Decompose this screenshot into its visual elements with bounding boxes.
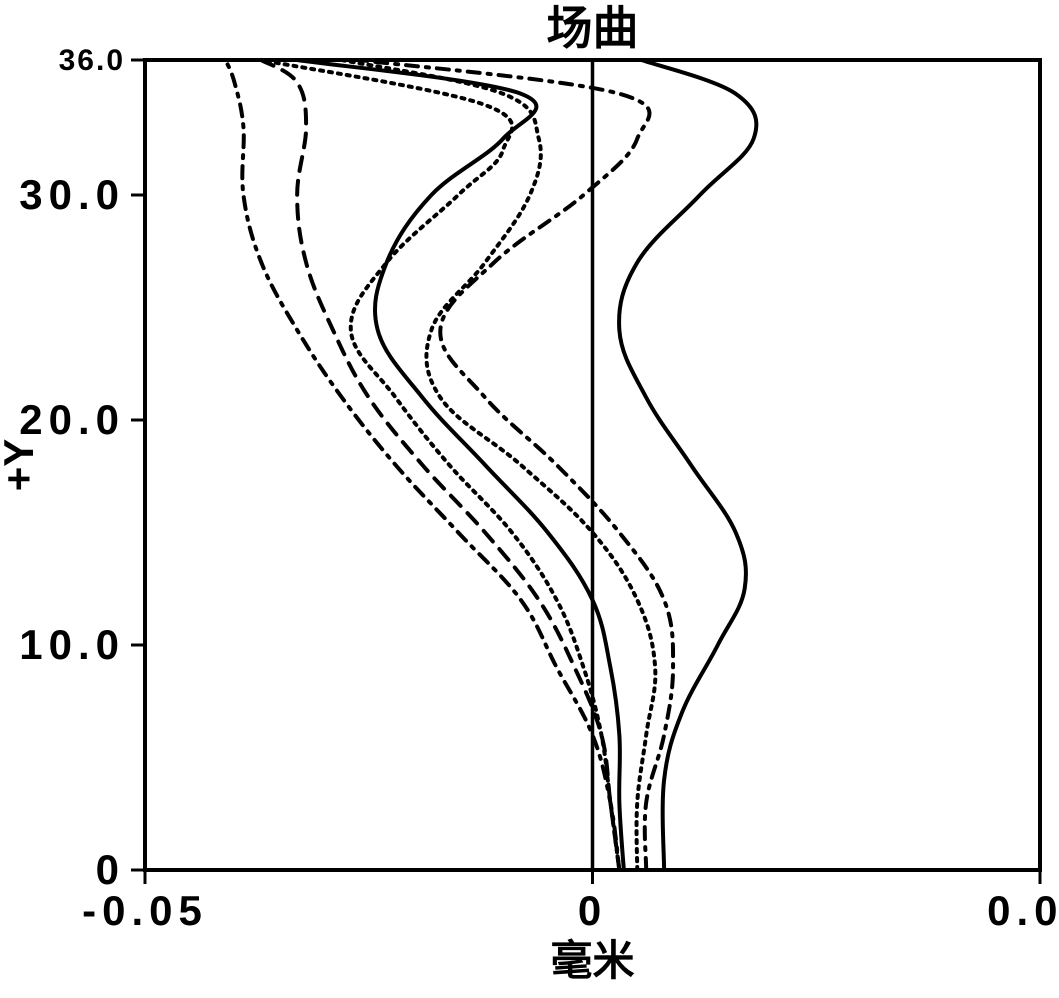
x-tick-label: 0.05: [987, 887, 1059, 934]
curve-dashed: [261, 60, 619, 870]
curve-dotted-left: [261, 60, 619, 870]
y-tick-label: 36.0: [59, 44, 125, 77]
x-tick-label: -0.05: [82, 887, 208, 934]
y-tick-label: 10.0: [19, 621, 125, 668]
curve-solid-outer: [619, 60, 756, 870]
x-axis-label: 毫米: [550, 937, 634, 984]
y-tick-label: 20.0: [19, 396, 125, 443]
y-axis-label: +Y: [0, 439, 42, 492]
chart-container: 场曲-0.0500.05010.020.030.036.0+Y毫米: [0, 0, 1059, 998]
curve-solid-inner: [297, 60, 624, 870]
chart-title: 场曲: [547, 2, 639, 54]
field-curvature-chart: 场曲-0.0500.05010.020.030.036.0+Y毫米: [0, 0, 1059, 998]
x-tick-label: 0: [578, 887, 607, 934]
y-tick-label: 0: [96, 846, 125, 893]
y-tick-label: 30.0: [19, 171, 125, 218]
curve-dash-dot-right: [360, 60, 673, 870]
curve-dotted-right: [342, 60, 655, 870]
